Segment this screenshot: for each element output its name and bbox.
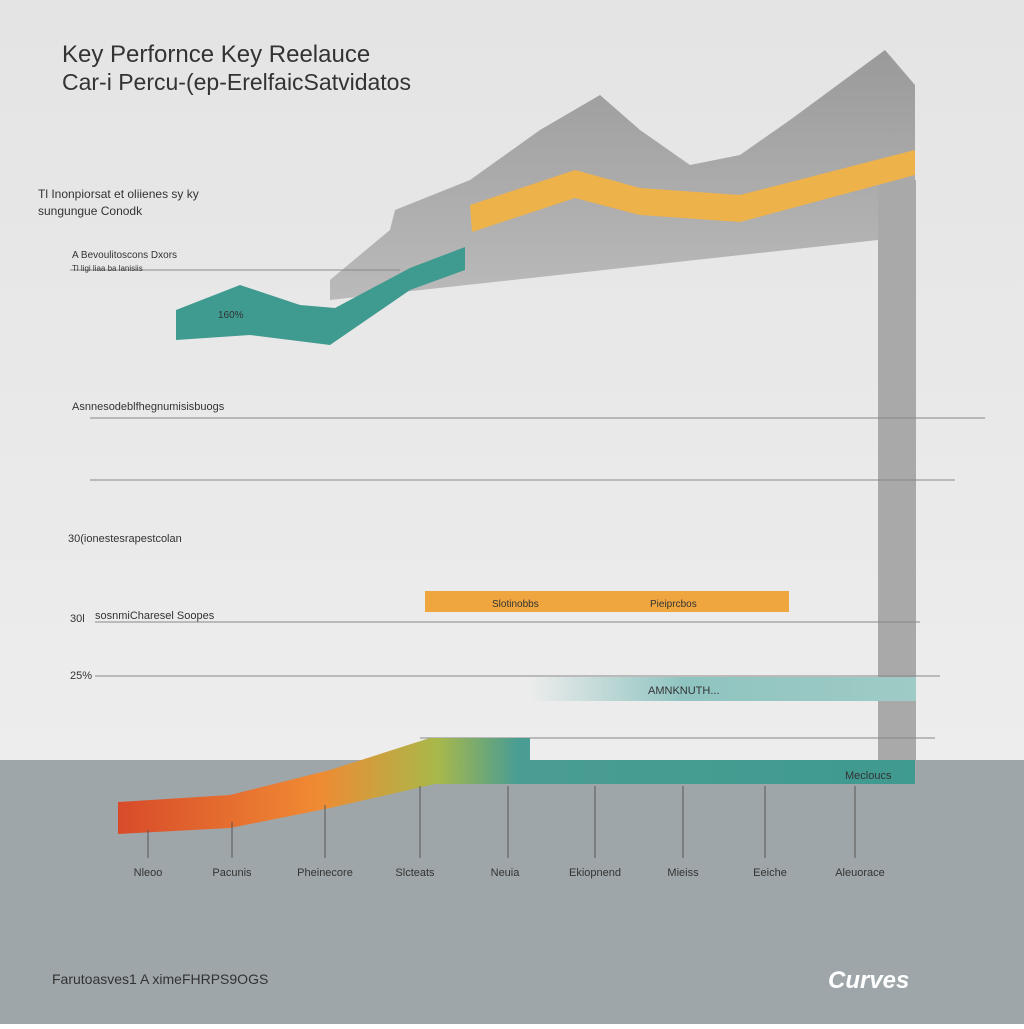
orange-bar [425,591,789,612]
column-label: Pacunis [212,867,252,879]
guide-lines [70,269,985,739]
logo: Curves [828,967,909,994]
column-label: Aleuorace [835,867,885,879]
column-labels: Nleoo Pacunis Pheinecore Slcteats Neuia … [134,867,885,879]
base-band [118,738,915,834]
column-label: Eeiche [753,867,787,879]
subtitle: Car-i Percu-(ep-ErelfaicSatvidatos [62,69,411,95]
note: A Bevoulitoscons Dxors [72,250,177,261]
column-label: Ekiopnend [569,867,621,879]
column-label: Mieiss [667,867,699,879]
column-label: Neuia [491,867,521,879]
row-label: sosnmiCharesel Soopes [95,610,215,622]
teal-band [176,247,465,345]
column-label: Nleoo [134,867,163,879]
teal-bar [530,677,916,701]
orange-band [470,150,915,232]
bar-label: AMNKNUTH... [648,685,720,697]
mountain [330,50,915,780]
bar-label: Slotinobbs [492,599,539,610]
note: Tl ligi liaa ba lanisiis [72,264,143,273]
column-ticks [147,786,856,858]
base-label: Mecloucs [845,770,892,782]
row-label: 30(ionestesrapestcolan [68,533,182,545]
bar-label: Pieiprcbos [650,599,697,610]
note: sungungue Conodk [38,204,143,218]
title: Key Perfornce Key Reelauce [62,41,370,68]
footer-text: Farutoasves1 A ximeFHRPS9OGS [52,971,268,987]
row-label: Asnnesodeblfhegnumisisbuogs [72,401,225,413]
note: Tl Inonpiorsat et oliienes sy ky [38,187,199,201]
column-label: Pheinecore [297,867,353,879]
band-label: 160% [218,310,244,321]
row-label: 30l [70,613,85,625]
row-label: 25% [70,670,92,682]
column-label: Slcteats [395,867,435,879]
